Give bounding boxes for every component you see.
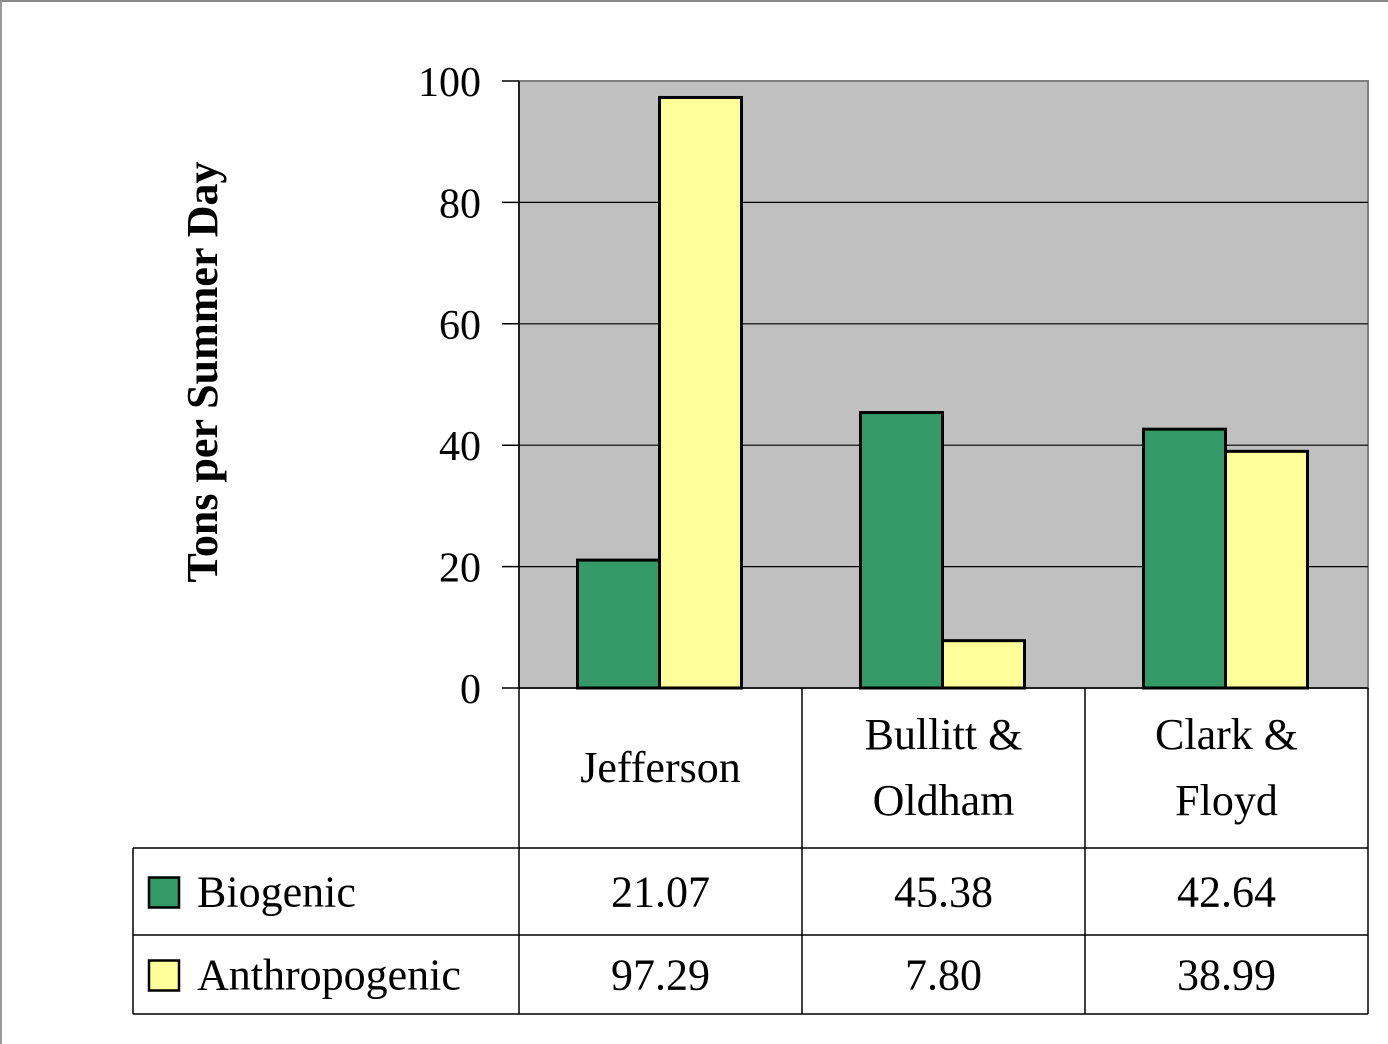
table-value: 45.38 bbox=[894, 868, 993, 917]
bar-anthropogenic bbox=[1224, 449, 1309, 690]
category-label: Floyd bbox=[1175, 776, 1278, 825]
table-value: 97.29 bbox=[611, 951, 710, 1000]
bars bbox=[576, 95, 1309, 690]
y-tick-label: 80 bbox=[439, 181, 481, 227]
y-axis: 0 20 40 60 80 100 bbox=[418, 60, 1368, 713]
legend-swatch-biogenic bbox=[147, 876, 181, 909]
y-tick-label: 0 bbox=[460, 667, 481, 713]
category-label: Oldham bbox=[873, 776, 1015, 825]
category-label: Bullitt & bbox=[865, 710, 1023, 759]
table-value: 38.99 bbox=[1177, 951, 1276, 1000]
category-label: Clark & bbox=[1155, 710, 1298, 759]
table-value: 7.80 bbox=[905, 951, 982, 1000]
bar-anthropogenic bbox=[941, 639, 1026, 690]
y-tick-label: 20 bbox=[439, 546, 481, 592]
y-tick-label: 100 bbox=[418, 60, 481, 106]
bar-biogenic bbox=[859, 411, 944, 690]
y-axis-label: Tons per Summer Day bbox=[178, 162, 227, 583]
legend-label: Biogenic bbox=[197, 868, 356, 917]
category-label: Jefferson bbox=[580, 743, 740, 792]
table-value: 42.64 bbox=[1177, 868, 1276, 917]
legend-label: Anthropogenic bbox=[197, 951, 461, 1000]
y-tick-label: 60 bbox=[439, 303, 481, 349]
bar-biogenic bbox=[1142, 427, 1227, 690]
y-tick-label: 40 bbox=[439, 424, 481, 470]
data-table: Jefferson Bullitt & Oldham Clark & Floyd Biog… bbox=[132, 688, 1369, 1015]
table-value: 21.07 bbox=[611, 868, 710, 917]
bar-biogenic bbox=[576, 558, 661, 690]
legend-swatch-anthropogenic bbox=[147, 959, 181, 992]
bar-anthropogenic bbox=[658, 95, 743, 690]
